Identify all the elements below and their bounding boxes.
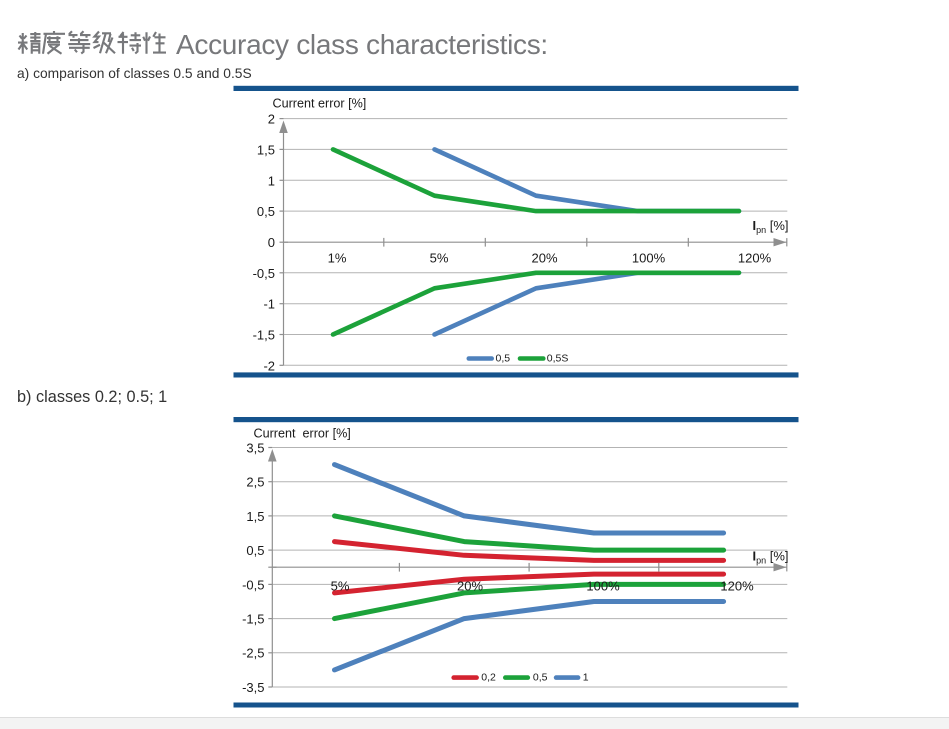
svg-text:-2: -2 (263, 358, 275, 373)
svg-text:2: 2 (268, 112, 275, 127)
svg-text:Ipn [%]: Ipn [%] (753, 218, 789, 235)
svg-text:120%: 120% (738, 251, 772, 266)
svg-text:0,5: 0,5 (533, 672, 548, 684)
svg-text:Ipn [%]: Ipn [%] (753, 548, 789, 565)
svg-text:-2,5: -2,5 (242, 646, 264, 661)
svg-text:100%: 100% (632, 251, 666, 266)
svg-text:-3,5: -3,5 (242, 680, 264, 695)
svg-text:2,5: 2,5 (246, 475, 264, 490)
svg-text:-0,5: -0,5 (242, 577, 264, 592)
svg-text:0,2: 0,2 (481, 672, 496, 684)
svg-text:1: 1 (268, 173, 275, 188)
svg-text:20%: 20% (457, 579, 483, 594)
svg-text:0,5: 0,5 (496, 352, 511, 364)
svg-text:Current error [%]: Current error [%] (273, 96, 367, 110)
svg-text:0,5S: 0,5S (547, 352, 569, 364)
svg-text:1,5: 1,5 (246, 509, 264, 524)
svg-text:0,5: 0,5 (257, 204, 275, 219)
svg-text:100%: 100% (586, 579, 620, 594)
svg-text:3,5: 3,5 (246, 440, 264, 455)
svg-text:20%: 20% (531, 251, 557, 266)
svg-text:-0,5: -0,5 (253, 266, 275, 281)
svg-text:-1: -1 (263, 297, 275, 312)
svg-text:1,5: 1,5 (257, 142, 275, 157)
svg-text:1%: 1% (328, 251, 347, 266)
svg-text:Current error [%]: Current error [%] (254, 427, 351, 441)
svg-text:120%: 120% (720, 579, 754, 594)
svg-text:1: 1 (583, 672, 589, 684)
svg-text:5%: 5% (331, 579, 350, 594)
svg-text:-1,5: -1,5 (242, 612, 264, 627)
svg-text:-1,5: -1,5 (253, 328, 275, 343)
svg-text:5%: 5% (430, 251, 449, 266)
svg-text:0,5: 0,5 (246, 543, 264, 558)
svg-text:0: 0 (268, 235, 275, 250)
